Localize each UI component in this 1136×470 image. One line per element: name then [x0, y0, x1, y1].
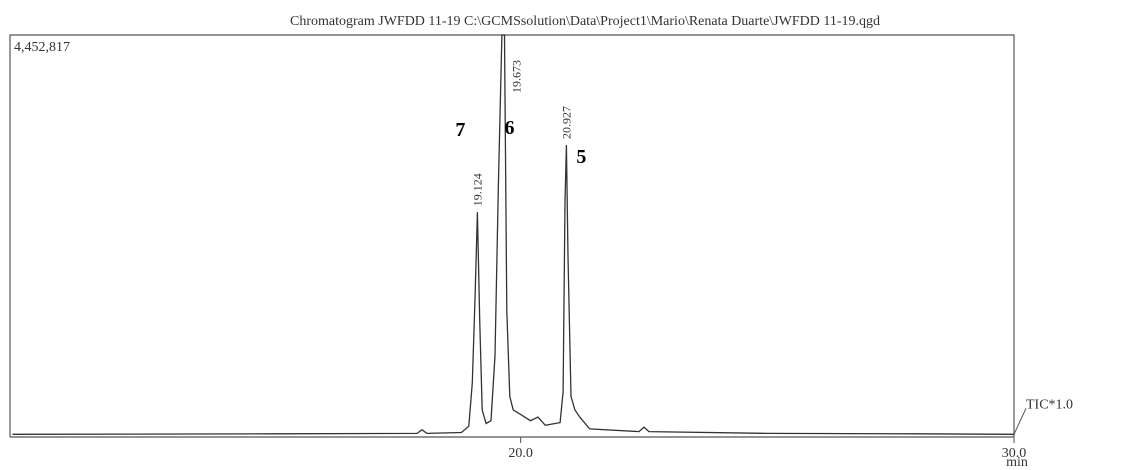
plot-frame	[9, 34, 1015, 437]
peak-number: 5	[576, 146, 586, 168]
x-tick-label: 20.0	[508, 446, 533, 461]
series-name: TIC*1.0	[1026, 397, 1073, 412]
x-tick-label: 30.0	[1002, 446, 1027, 461]
chart-title: Chromatogram JWFDD 11-19 C:\GCMSsolution…	[290, 14, 880, 29]
peak-number: 7	[455, 119, 465, 141]
series-leader	[1013, 408, 1027, 435]
tic-trace	[12, 34, 1015, 435]
y-tick-label: 4,452,817	[14, 40, 70, 55]
peak-time-label: 20.927	[559, 106, 573, 139]
peak-time-label: 19.124	[470, 173, 484, 206]
peak-time-label: 19.673	[510, 60, 524, 93]
x-axis-label: min	[1006, 455, 1028, 470]
peak-number: 6	[505, 117, 515, 139]
